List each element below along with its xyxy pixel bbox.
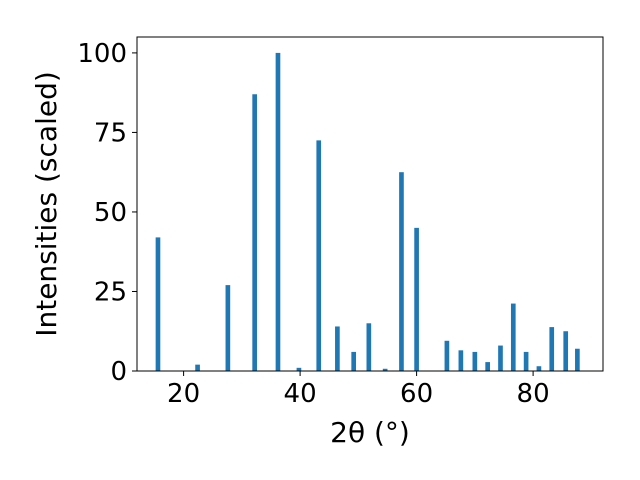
x-tick-label: 20	[167, 379, 200, 409]
bar	[458, 350, 464, 371]
bar	[523, 351, 529, 371]
bar	[444, 340, 450, 371]
bar	[472, 351, 478, 371]
bar	[536, 366, 542, 371]
x-axis-ticks: 20 40 60 80	[167, 371, 550, 409]
bar	[275, 52, 281, 372]
bar	[225, 285, 231, 371]
y-tick-label: 0	[110, 357, 127, 387]
plot-frame	[136, 36, 604, 372]
bar	[563, 331, 569, 371]
x-axis-label: 2θ (°)	[330, 416, 410, 449]
bar	[414, 227, 419, 371]
y-axis-label: Intensities (scaled)	[30, 71, 63, 337]
bar	[498, 345, 503, 371]
bar	[510, 303, 516, 371]
bar	[296, 367, 302, 371]
bar	[155, 237, 161, 371]
x-tick-label: 60	[400, 379, 433, 409]
x-tick-label: 40	[284, 379, 317, 409]
bars-group	[155, 52, 580, 372]
y-tick-label: 75	[94, 118, 127, 148]
bar	[575, 348, 580, 371]
y-tick-label: 50	[94, 198, 127, 228]
bar	[252, 94, 257, 371]
y-axis-ticks: 0 25 50 75 100	[77, 39, 137, 387]
bar	[195, 364, 200, 371]
y-tick-label: 25	[94, 277, 127, 307]
bar	[335, 326, 340, 371]
bar	[351, 351, 357, 371]
bar	[316, 140, 322, 371]
bar	[399, 172, 404, 371]
x-tick-label: 80	[517, 379, 550, 409]
bar	[485, 362, 490, 371]
y-tick-label: 100	[77, 39, 127, 69]
bar	[366, 323, 372, 371]
bar	[382, 368, 388, 371]
bar	[549, 327, 555, 371]
